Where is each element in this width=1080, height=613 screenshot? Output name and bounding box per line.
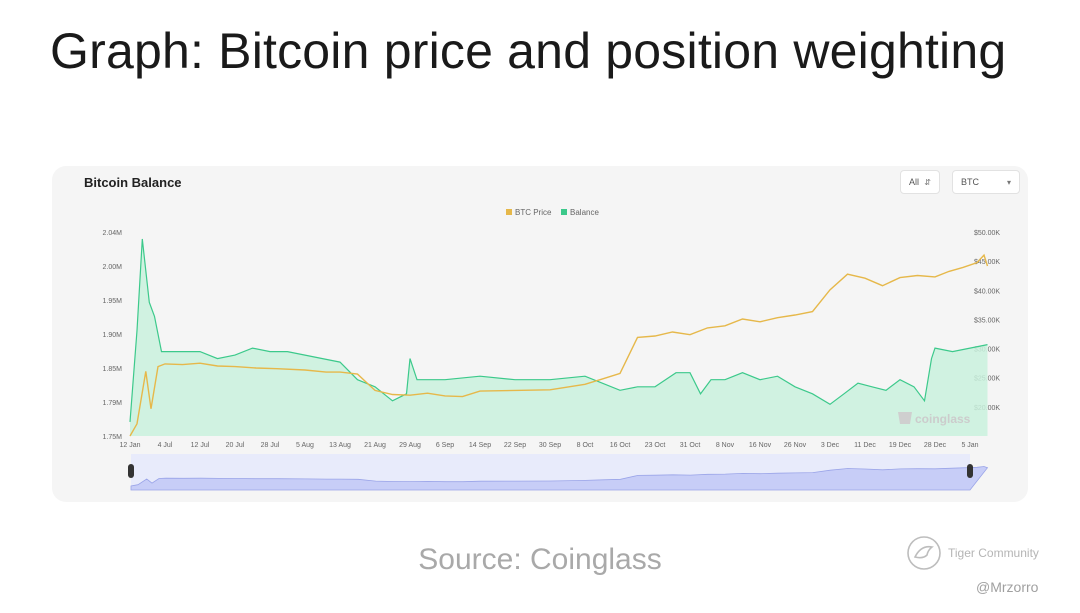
x-tick-label: 28 Jul [261, 442, 280, 449]
coinglass-watermark: coinglass [898, 412, 971, 426]
x-tick-label: 4 Jul [158, 442, 173, 449]
x-tick-label: 28 Dec [924, 442, 947, 449]
x-tick-label: 31 Oct [680, 442, 701, 449]
x-tick-label: 16 Nov [749, 442, 772, 449]
y-left-tick-label: 2.04M [103, 230, 123, 237]
y-right-tick-label: $50.00K [974, 230, 1000, 237]
y-right-tick-label: $40.00K [974, 288, 1000, 295]
y-left-tick-label: 2.00M [103, 264, 123, 271]
x-tick-label: 5 Aug [296, 442, 314, 449]
x-tick-label: 12 Jul [191, 442, 210, 449]
navigator-start-handle[interactable] [128, 464, 134, 478]
range-select[interactable]: All ⇵ [900, 170, 940, 194]
x-tick-label: 23 Oct [645, 442, 666, 449]
coinglass-logo-icon [898, 412, 912, 424]
legend-label-balance: Balance [570, 208, 599, 217]
balance-line [129, 238, 988, 422]
x-tick-label: 19 Dec [889, 442, 912, 449]
chevron-down-icon: ▾ [1006, 177, 1011, 187]
chart-card: Bitcoin Balance All ⇵ BTC ▾ BTC Price Ba… [52, 166, 1028, 502]
tiger-community-brand: Tiger Community [906, 535, 1076, 575]
asset-select[interactable]: BTC ▾ [952, 170, 1020, 194]
x-tick-label: 8 Nov [716, 442, 735, 449]
legend-swatch-balance [561, 209, 567, 215]
x-tick-label: 6 Sep [436, 442, 454, 449]
y-right-tick-label: $35.00K [974, 317, 1000, 324]
x-tick-label: 5 Jan [961, 442, 978, 449]
x-tick-label: 29 Aug [399, 442, 421, 449]
legend-label-btc-price: BTC Price [515, 208, 552, 217]
y-left-tick-label: 1.75M [103, 434, 123, 441]
x-tick-label: 26 Nov [784, 442, 807, 449]
legend: BTC Price Balance [506, 208, 599, 217]
y-left-tick-label: 1.85M [103, 366, 123, 373]
plot-area [129, 238, 989, 437]
y-axis-left: 2.04M 2.00M 1.95M 1.90M 1.85M 1.79M 1.75M [103, 230, 123, 441]
x-tick-label: 14 Sep [469, 442, 491, 449]
x-tick-label: 21 Aug [364, 442, 386, 449]
source-caption: Source: Coinglass [418, 543, 662, 576]
range-select-value: All [909, 177, 920, 187]
x-tick-label: 20 Jul [226, 442, 245, 449]
chart-title: Bitcoin Balance [84, 175, 182, 190]
y-left-tick-label: 1.95M [103, 298, 123, 305]
author-handle: @Mrzorro [976, 579, 1039, 595]
slide-title: Graph: Bitcoin price and position weight… [50, 23, 1007, 79]
brand-name: Tiger Community [948, 546, 1039, 560]
x-tick-label: 30 Sep [539, 442, 561, 449]
navigator-series [130, 466, 989, 491]
legend-swatch-btc-price [506, 209, 512, 215]
x-tick-label: 11 Dec [854, 442, 876, 449]
x-tick-label: 16 Oct [610, 442, 631, 449]
updown-chevron-icon: ⇵ [924, 177, 931, 187]
x-tick-label: 13 Aug [329, 442, 351, 449]
asset-select-value: BTC [961, 177, 979, 187]
btc-price-line [129, 253, 989, 437]
navigator[interactable] [128, 454, 989, 491]
balance-area [130, 239, 988, 436]
y-left-tick-label: 1.79M [103, 400, 123, 407]
watermark-text: coinglass [915, 412, 971, 426]
x-tick-label: 3 Dec [821, 442, 840, 449]
x-axis: 12 Jan 4 Jul 12 Jul 20 Jul 28 Jul 5 Aug 13 Aug… [119, 442, 978, 449]
y-left-tick-label: 1.90M [103, 332, 123, 339]
x-tick-label: 22 Sep [504, 442, 526, 449]
navigator-end-handle[interactable] [967, 464, 973, 478]
y-right-tick-label: $45.00K [974, 259, 1000, 266]
chart-svg: BTC Price Balance 2.04M 2.00M 1.95M 1.90M 1.… [103, 208, 1000, 491]
x-tick-label: 8 Oct [577, 442, 594, 449]
x-tick-label: 12 Jan [119, 442, 140, 449]
tiger-logo-icon [907, 536, 941, 570]
